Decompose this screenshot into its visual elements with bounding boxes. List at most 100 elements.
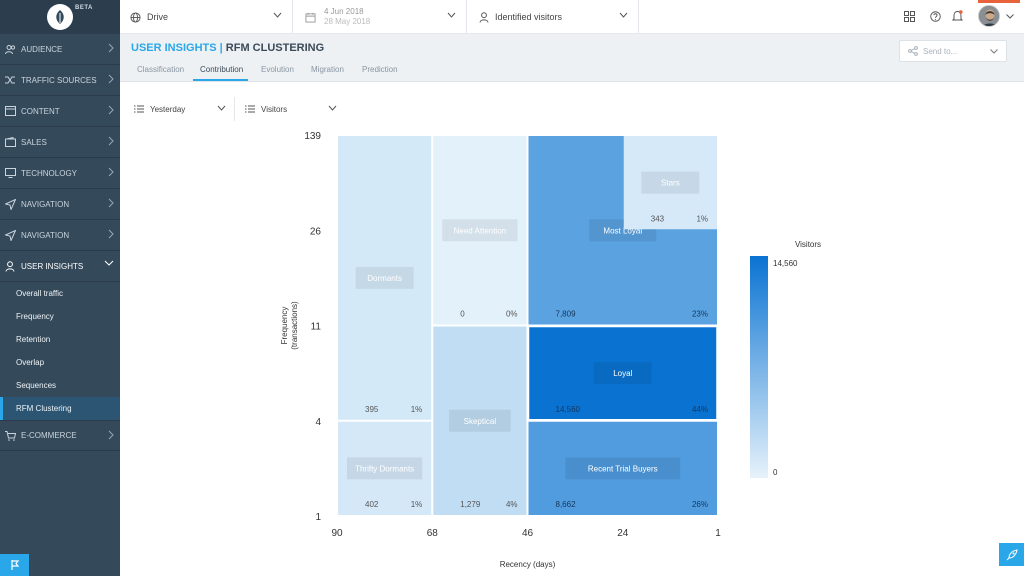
calendar-icon xyxy=(305,12,316,23)
x-tick-label: 46 xyxy=(522,528,534,539)
sidebar-item-navigation[interactable]: NAVIGATION xyxy=(0,189,120,220)
help-icon[interactable] xyxy=(930,11,941,22)
send-to-label: Send to... xyxy=(923,46,958,56)
app-logo[interactable] xyxy=(47,4,73,30)
site-selector[interactable]: Drive xyxy=(120,0,293,34)
x-tick-label: 1 xyxy=(715,528,721,539)
sidebar-item-label: TRAFFIC SOURCES xyxy=(21,75,97,85)
sidebar-subitem-frequency[interactable]: Frequency xyxy=(16,312,54,321)
tab-evolution[interactable]: Evolution xyxy=(261,65,294,74)
date-range-selector[interactable]: 4 Jun 2018 28 May 2018 xyxy=(293,0,467,34)
period-filter[interactable]: Yesterday xyxy=(130,97,235,121)
cell-recent-trial-buyers[interactable]: Recent Trial Buyers 8,662 26% xyxy=(528,421,718,515)
sidebar-item-label: NAVIGATION xyxy=(21,199,70,209)
shuffle-icon xyxy=(4,74,16,86)
legend-min-label: 0 xyxy=(773,468,778,477)
notification-strip xyxy=(978,0,1020,3)
sidebar-item-e-commerce[interactable]: E-COMMERCE xyxy=(0,420,120,451)
chevron-right-icon xyxy=(108,74,114,84)
cell-loyal[interactable]: Loyal 14,560 44% xyxy=(527,325,718,421)
sidebar-item-navigation-2[interactable]: NAVIGATION xyxy=(0,220,120,251)
cell-label-box xyxy=(641,171,700,194)
sidebar-item-traffic-sources[interactable]: TRAFFIC SOURCES xyxy=(0,65,120,96)
sidebar-subitem-sequences[interactable]: Sequences xyxy=(16,381,57,390)
sidebar-item-audience[interactable]: AUDIENCE xyxy=(0,34,120,65)
tab-migration[interactable]: Migration xyxy=(311,65,344,74)
user-avatar[interactable] xyxy=(978,5,1000,27)
content-icon xyxy=(4,105,16,117)
cell-label: Loyal xyxy=(613,369,632,378)
sidebar-item-label: SALES xyxy=(21,137,47,147)
chevron-right-icon xyxy=(108,136,114,146)
feedback-button[interactable] xyxy=(999,543,1024,566)
topbar: Drive 4 Jun 2018 28 May 2018 Identified … xyxy=(120,0,1024,34)
user-icon xyxy=(479,11,489,23)
cell-stars[interactable]: Stars 343 1% xyxy=(623,136,717,230)
cell-dormants[interactable]: Dormants 395 1% xyxy=(338,136,432,420)
cell-percent: 4% xyxy=(506,500,518,509)
tab-classification[interactable]: Classification xyxy=(137,65,185,74)
x-tick-label: 90 xyxy=(331,528,343,539)
sidebar-subitem-overlap[interactable]: Overlap xyxy=(16,358,45,367)
sidebar-subitem-retention[interactable]: Retention xyxy=(16,335,51,344)
x-axis-label: Recency (days) xyxy=(500,560,556,569)
send-to-dropdown[interactable]: Send to... xyxy=(899,40,1007,62)
chevron-down-icon xyxy=(217,105,226,111)
legend-color-scale xyxy=(750,256,768,478)
x-tick-label: 68 xyxy=(427,528,439,539)
share-icon xyxy=(908,46,918,56)
active-tab-indicator xyxy=(193,79,248,81)
sidebar-item-content[interactable]: CONTENT xyxy=(0,96,120,127)
sidebar-item-label: NAVIGATION xyxy=(21,230,70,240)
y-tick-label: 139 xyxy=(304,131,321,142)
cell-label: Most Loyal xyxy=(603,226,642,235)
notification-bell-icon[interactable] xyxy=(952,10,963,22)
cell-skeptical[interactable]: Skeptical 1,279 4% xyxy=(433,326,527,516)
y-tick-label: 1 xyxy=(315,512,321,523)
legend-max-label: 14,560 xyxy=(773,259,798,268)
avatar-face-icon xyxy=(979,6,999,26)
nav-list: AUDIENCE TRAFFIC SOURCES CONTENT SALES T… xyxy=(0,34,120,451)
chevron-right-icon xyxy=(108,430,114,440)
metric-filter[interactable]: Visitors xyxy=(235,97,345,121)
cell-label-box xyxy=(565,457,681,480)
sidebar-item-label: USER INSIGHTS xyxy=(21,261,84,271)
apps-grid-icon[interactable] xyxy=(904,11,915,22)
cell-label-box xyxy=(449,409,511,432)
cell-percent: 23% xyxy=(692,310,708,319)
cell-count: 402 xyxy=(365,500,379,509)
tab-prediction[interactable]: Prediction xyxy=(362,65,398,74)
cell-count: 1,279 xyxy=(460,500,481,509)
cell-percent: 1% xyxy=(411,500,423,509)
user-icon xyxy=(4,260,16,272)
sidebar-item-user-insights[interactable]: USER INSIGHTS xyxy=(0,251,120,282)
cell-need-attention[interactable]: Need Attention 0 0% xyxy=(433,136,527,325)
chevron-down-icon xyxy=(447,12,456,18)
cell-thrifty-dormants[interactable]: Thrifty Dormants 402 1% xyxy=(338,421,432,515)
metric-filter-label: Visitors xyxy=(261,104,288,114)
paper-plane-icon xyxy=(4,229,16,241)
chevron-right-icon xyxy=(108,167,114,177)
collapse-sidebar-button[interactable] xyxy=(0,554,29,576)
cell-count: 7,809 xyxy=(556,310,577,319)
segment-selector[interactable]: Identified visitors xyxy=(467,0,639,34)
cell-rect xyxy=(338,421,432,515)
page-title-separator: | xyxy=(219,42,223,54)
chevron-down-icon[interactable] xyxy=(1006,14,1014,19)
paper-plane-icon xyxy=(4,198,16,210)
chevron-down-icon xyxy=(104,260,114,266)
tab-contribution[interactable]: Contribution xyxy=(200,65,244,74)
chevron-right-icon xyxy=(108,198,114,208)
chevron-right-icon xyxy=(108,105,114,115)
cell-rect xyxy=(433,136,527,325)
cell-rect xyxy=(338,136,432,420)
sidebar-item-technology[interactable]: TECHNOLOGY xyxy=(0,158,120,189)
sidebar-subitem-rfm-clustering[interactable]: RFM Clustering xyxy=(0,397,120,420)
y-tick-label: 4 xyxy=(315,417,321,428)
sidebar-item-sales[interactable]: SALES xyxy=(0,127,120,158)
cell-label: Stars xyxy=(661,179,680,188)
legend-title: Visitors xyxy=(795,240,821,249)
sidebar-item-label: E-COMMERCE xyxy=(21,431,77,440)
list-icon xyxy=(245,105,255,113)
sidebar-subitem-overall-traffic[interactable]: Overall traffic xyxy=(16,289,63,298)
